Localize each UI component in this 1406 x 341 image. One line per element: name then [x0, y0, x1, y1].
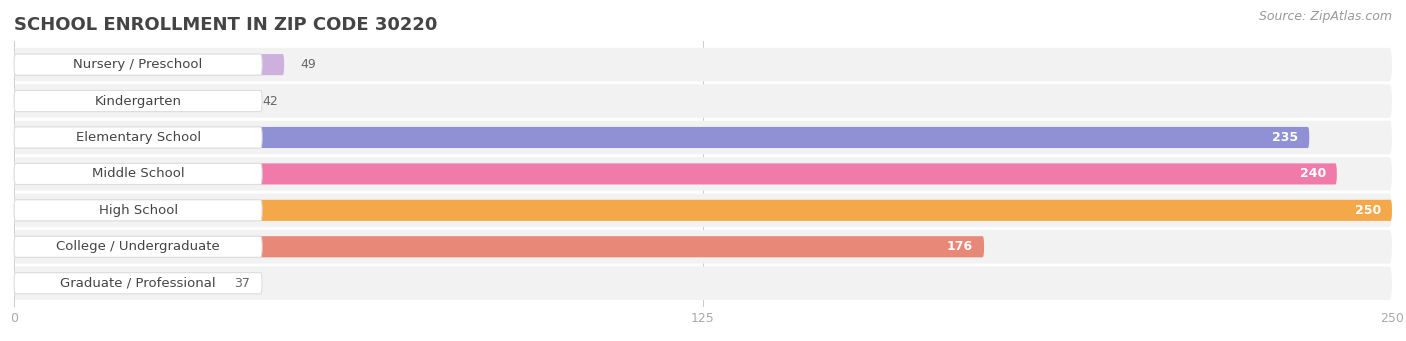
- FancyBboxPatch shape: [14, 266, 1392, 300]
- FancyBboxPatch shape: [14, 200, 1392, 221]
- FancyBboxPatch shape: [14, 54, 262, 75]
- Text: Graduate / Professional: Graduate / Professional: [60, 277, 217, 290]
- Text: 240: 240: [1299, 167, 1326, 180]
- FancyBboxPatch shape: [14, 90, 246, 112]
- FancyBboxPatch shape: [14, 230, 1392, 264]
- Text: High School: High School: [98, 204, 177, 217]
- FancyBboxPatch shape: [14, 236, 262, 257]
- Text: SCHOOL ENROLLMENT IN ZIP CODE 30220: SCHOOL ENROLLMENT IN ZIP CODE 30220: [14, 16, 437, 34]
- FancyBboxPatch shape: [14, 200, 262, 221]
- Text: 37: 37: [235, 277, 250, 290]
- Text: Nursery / Preschool: Nursery / Preschool: [73, 58, 202, 71]
- Text: 49: 49: [301, 58, 316, 71]
- FancyBboxPatch shape: [14, 273, 218, 294]
- FancyBboxPatch shape: [14, 194, 1392, 227]
- FancyBboxPatch shape: [14, 273, 262, 294]
- FancyBboxPatch shape: [14, 163, 1337, 184]
- Text: Source: ZipAtlas.com: Source: ZipAtlas.com: [1258, 10, 1392, 23]
- FancyBboxPatch shape: [14, 90, 262, 112]
- Text: 42: 42: [262, 94, 278, 107]
- Text: 176: 176: [946, 240, 973, 253]
- Text: College / Undergraduate: College / Undergraduate: [56, 240, 219, 253]
- Text: Elementary School: Elementary School: [76, 131, 201, 144]
- FancyBboxPatch shape: [14, 236, 984, 257]
- FancyBboxPatch shape: [14, 163, 262, 184]
- FancyBboxPatch shape: [14, 127, 262, 148]
- FancyBboxPatch shape: [14, 121, 1392, 154]
- Text: 250: 250: [1354, 204, 1381, 217]
- FancyBboxPatch shape: [14, 48, 1392, 81]
- Text: Middle School: Middle School: [91, 167, 184, 180]
- FancyBboxPatch shape: [14, 157, 1392, 191]
- Text: 235: 235: [1272, 131, 1298, 144]
- Text: Kindergarten: Kindergarten: [94, 94, 181, 107]
- FancyBboxPatch shape: [14, 54, 284, 75]
- FancyBboxPatch shape: [14, 84, 1392, 118]
- FancyBboxPatch shape: [14, 127, 1309, 148]
